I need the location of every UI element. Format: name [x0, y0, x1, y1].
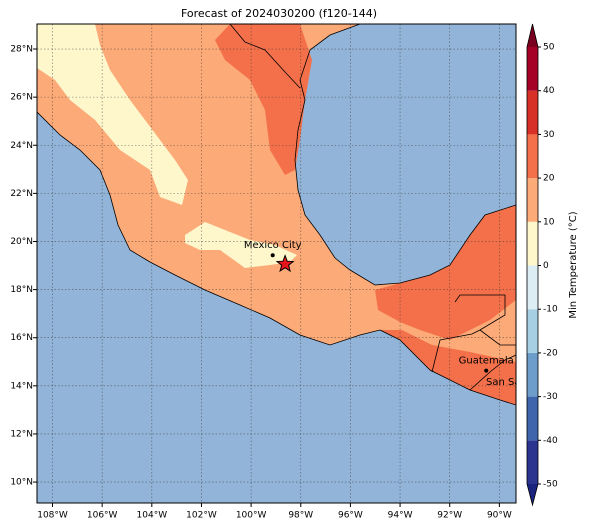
- colorbar-tick-label: -10: [543, 305, 558, 315]
- grid: [37, 24, 516, 503]
- lat-tick-label: 14°N: [10, 381, 33, 391]
- warm-region: [380, 330, 516, 405]
- city-label: San Salvador: [486, 377, 553, 388]
- lat-tick-label: 26°N: [10, 93, 33, 103]
- map-title: Forecast of 2024030200 (f120-144): [181, 7, 377, 20]
- city-label: Mexico City: [244, 240, 302, 251]
- border: [431, 294, 506, 373]
- coastline: [37, 24, 516, 406]
- colorbar-band: [527, 47, 538, 91]
- colorbar-tick-label: -50: [543, 480, 558, 490]
- colorbar-tick-label: -20: [543, 348, 558, 358]
- cool-region: [37, 24, 188, 205]
- warm-region: [215, 24, 312, 175]
- lat-tick-label: 18°N: [10, 285, 33, 295]
- colorbar-band: [527, 90, 538, 135]
- colorbar-band: [527, 440, 538, 484]
- lon-tick-label: 100°W: [236, 511, 267, 521]
- lon-tick-label: 94°W: [388, 511, 413, 521]
- colorbar-band: [527, 221, 538, 266]
- city-dot: [484, 368, 489, 373]
- colorbar-label: Min Temperature (°C): [568, 211, 579, 318]
- cities: Mexico City Guatemala San Salvador: [244, 240, 553, 394]
- lon-tick-label: 102°W: [186, 511, 217, 521]
- colorbar-tick-label: 20: [543, 174, 555, 184]
- colorbar-tick-label: -40: [543, 436, 558, 446]
- axis-labels: 108°W 106°W 104°W 102°W 100°W 98°W 96°W 94°W 92°…: [10, 45, 512, 521]
- colorbar-band: [527, 265, 538, 310]
- location-marker: [275, 254, 295, 273]
- colorbar-tick-label: 30: [543, 130, 555, 140]
- colorbar-tick-label: -30: [543, 392, 558, 402]
- lon-tick-label: 98°W: [288, 511, 313, 521]
- lat-tick-label: 10°N: [10, 478, 33, 488]
- lon-tick-label: 108°W: [37, 511, 68, 521]
- lon-tick-label: 106°W: [87, 511, 118, 521]
- colorbar-band: [527, 178, 538, 222]
- colorbar-tick-label: 0: [543, 261, 549, 271]
- border: [479, 329, 516, 346]
- lat-tick-label: 22°N: [10, 189, 33, 199]
- colorbar-tick-label: 10: [543, 217, 555, 227]
- warm-region: [375, 205, 516, 340]
- colorbar-band: [527, 396, 538, 441]
- colorbar-extend-high: [527, 24, 538, 47]
- colorbar-tick-label: 50: [543, 43, 555, 53]
- lat-tick-label: 20°N: [10, 237, 33, 247]
- colorbar: -50 -40 -30 -20 -10 0 10 20 30 40 50: [526, 23, 558, 507]
- city-label: Guatemala: [459, 356, 514, 367]
- cool-region: [185, 222, 297, 268]
- lat-tick-label: 24°N: [10, 141, 33, 151]
- lat-tick-label: 28°N: [10, 45, 33, 55]
- map-frame: [36, 23, 517, 504]
- lat-tick-label: 16°N: [10, 333, 33, 343]
- colorbar-band: [527, 134, 538, 179]
- colorbar-tick-label: 40: [543, 86, 555, 96]
- lon-tick-label: 96°W: [338, 511, 363, 521]
- lon-tick-label: 92°W: [437, 511, 462, 521]
- lon-tick-label: 90°W: [487, 511, 512, 521]
- border: [229, 24, 301, 89]
- colorbar-band: [527, 309, 538, 353]
- map-area: Mexico City Guatemala San Salvador: [37, 24, 553, 503]
- lat-tick-label: 12°N: [10, 429, 33, 439]
- colorbar-extend-low: [527, 484, 538, 505]
- city-dot: [270, 253, 275, 258]
- border: [469, 354, 516, 391]
- city-dot: [517, 390, 521, 394]
- colorbar-band: [527, 352, 538, 397]
- lon-tick-label: 104°W: [137, 511, 168, 521]
